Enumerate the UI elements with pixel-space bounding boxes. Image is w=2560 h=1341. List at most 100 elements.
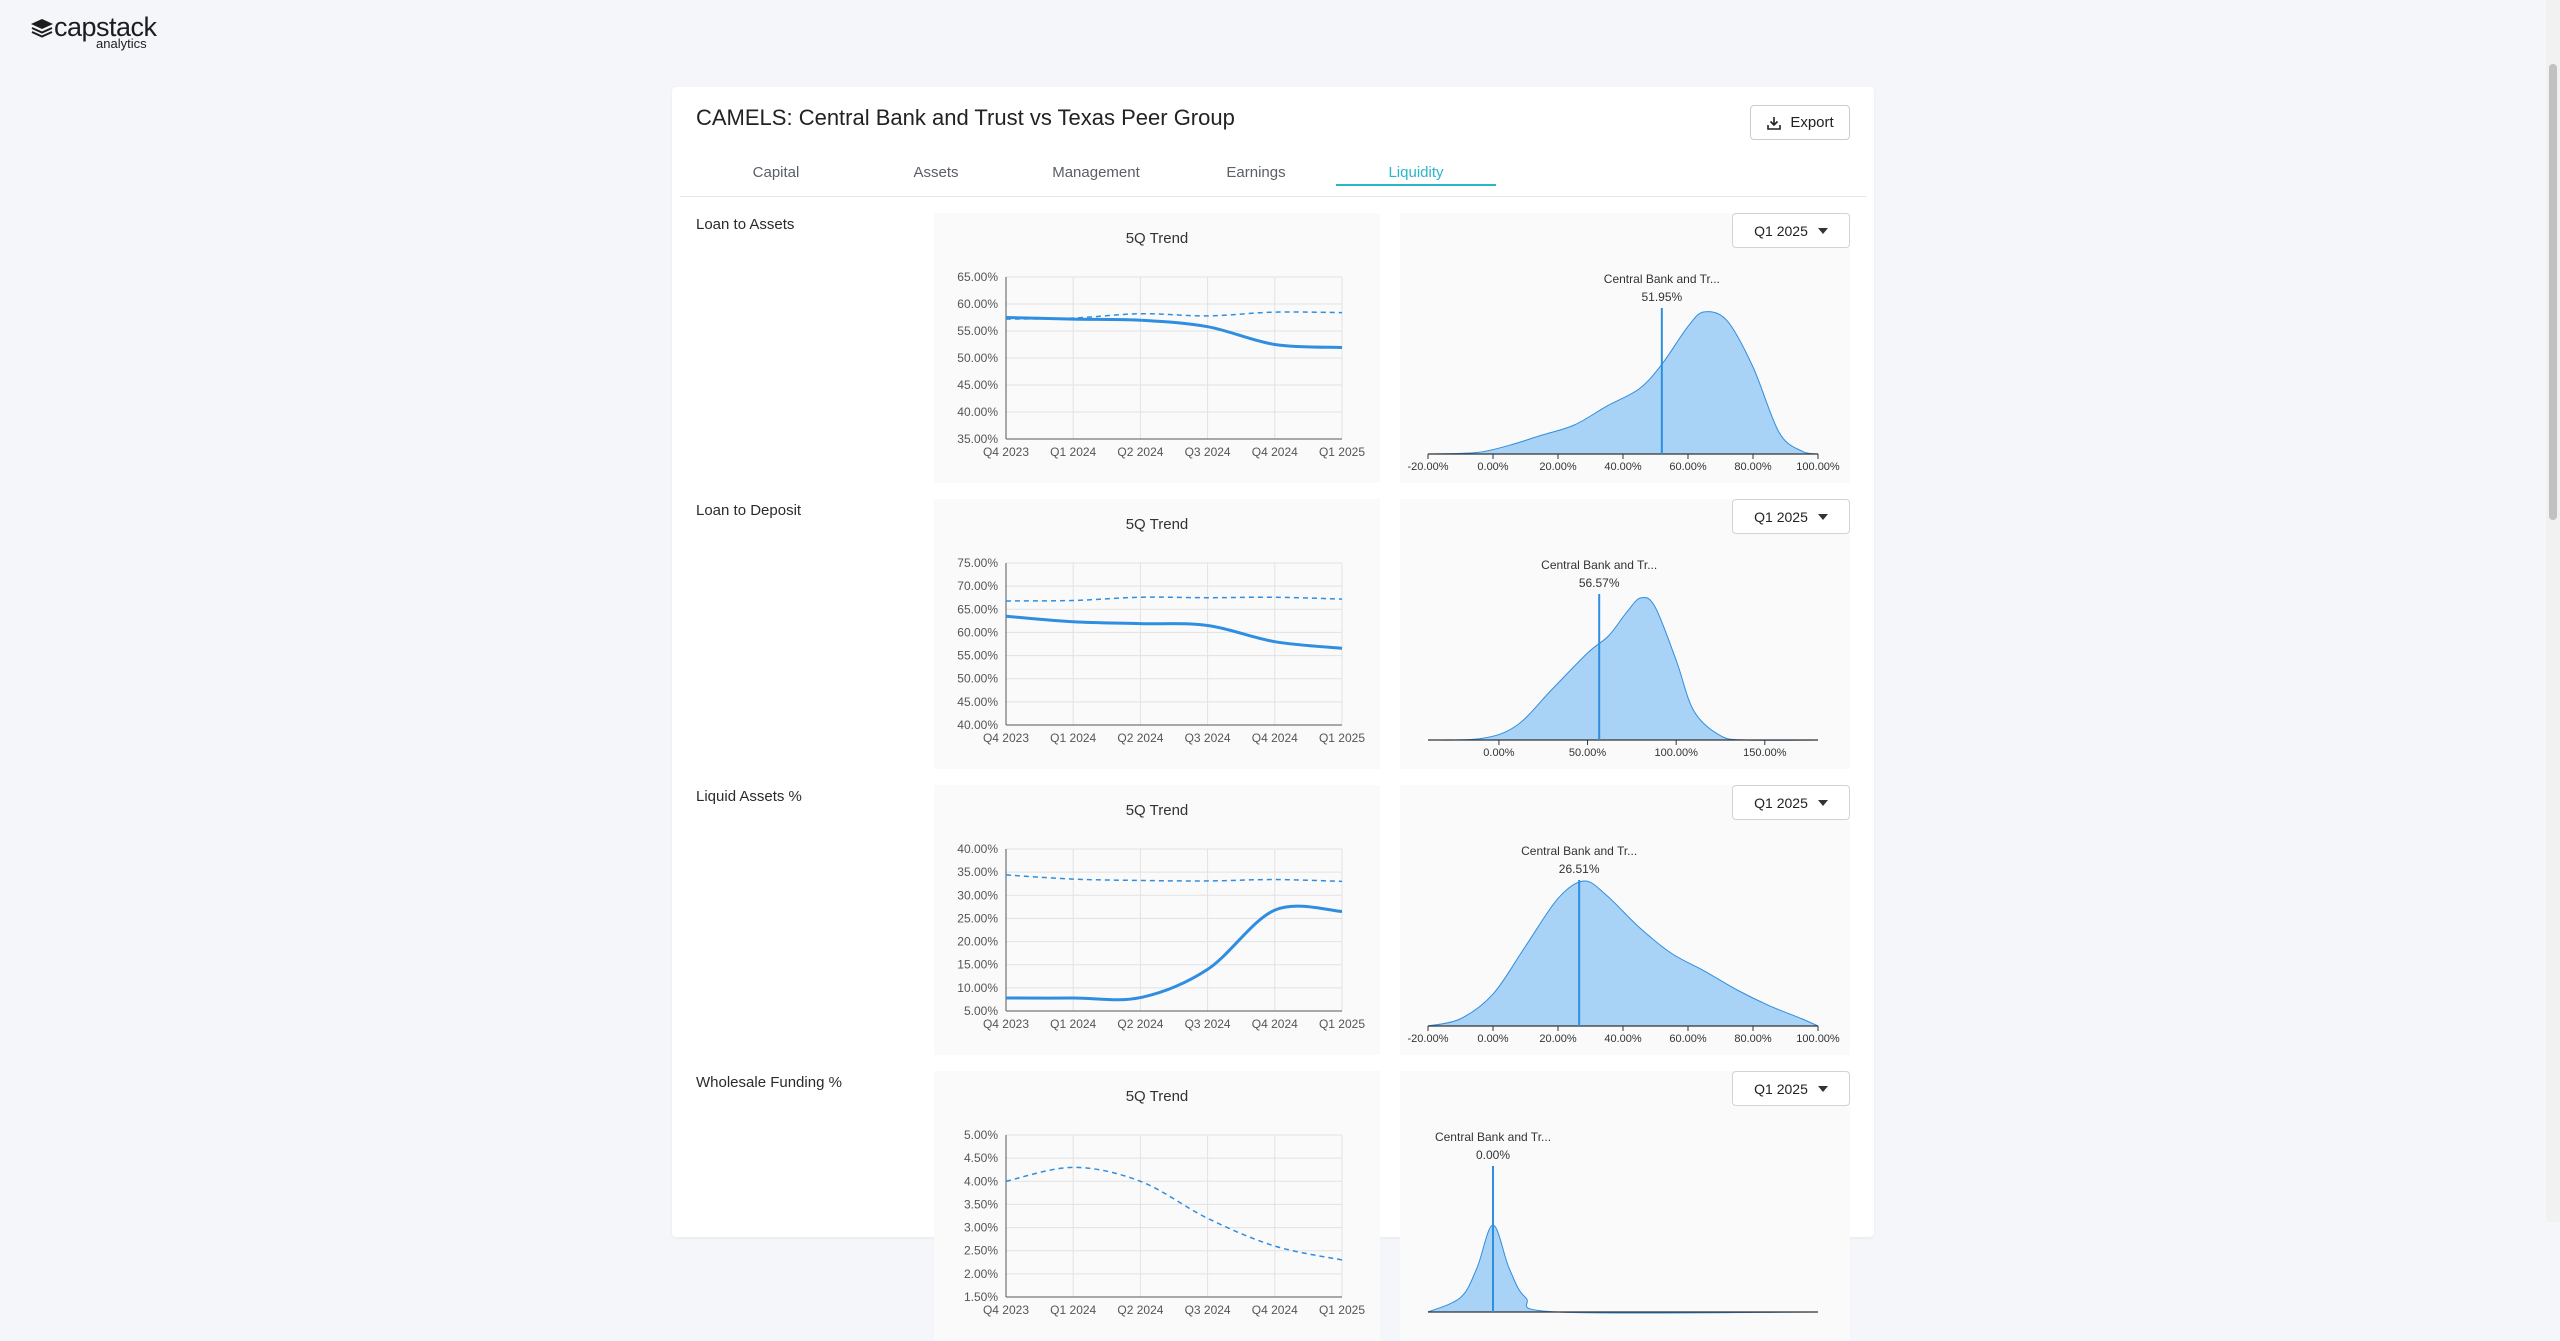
distribution-chart-panel: -20.00% 0.00% 20.00% 40.00% 60.00% 80.00% 100.… [1400, 785, 1850, 1055]
x-tick-label: Q3 2024 [1185, 445, 1231, 459]
x-tick-label: 80.00% [1734, 461, 1772, 473]
x-tick-label: Q2 2024 [1117, 1017, 1163, 1031]
capstack-logo[interactable]: capstack analytics [30, 12, 160, 51]
bank-trend-line [1005, 316, 1343, 349]
x-tick-label: Q4 2024 [1252, 1017, 1298, 1031]
camels-card: CAMELS: Central Bank and Trust vs Texas … [672, 87, 1874, 1341]
x-tick-label: Q3 2024 [1185, 1303, 1231, 1317]
x-tick-label: 40.00% [1604, 1033, 1642, 1045]
y-tick-label: 30.00% [957, 888, 998, 902]
distribution-area [1427, 596, 1819, 741]
trend-chart-panel: 5Q Trend 40.00% 35.00% 30.00% 25.00% 20.00% 1… [934, 785, 1380, 1055]
trend-chart: 65.00% 60.00% 55.00% 50.00% 45.00% 40.00% 35.0… [957, 270, 1365, 459]
x-tick-label: Q4 2024 [1252, 445, 1298, 459]
tab-management[interactable]: Management [1052, 164, 1140, 181]
x-tick-label: Q4 2023 [983, 731, 1029, 745]
x-tick-label: Q1 2025 [1319, 1017, 1365, 1031]
x-tick-label: 0.00% [1483, 747, 1514, 759]
y-tick-label: 2.00% [964, 1267, 998, 1281]
metric-label: Loan to Assets [696, 216, 795, 233]
x-tick-label: Q2 2024 [1117, 445, 1163, 459]
distribution-chart-panel: Central Bank and Tr... 0.00% Q1 2025 [1400, 1071, 1850, 1341]
trend-chart-panel: 5Q Trend 65.00% 60.00% 55.00% 50.00% 45.00% 4… [934, 213, 1380, 483]
distribution-area [1427, 311, 1819, 455]
page-scrollbar[interactable] [2546, 0, 2560, 1222]
x-tick-label: 20.00% [1539, 1033, 1577, 1045]
caret-down-icon [1817, 227, 1828, 234]
x-tick-label: Q1 2024 [1050, 1303, 1096, 1317]
x-tick-label: 60.00% [1669, 461, 1707, 473]
scrollbar-thumb[interactable] [2549, 64, 2557, 520]
distribution-chart-panel: -20.00% 0.00% 20.00% 40.00% 60.00% 80.00% 100.… [1400, 213, 1850, 483]
bank-trend-line [1005, 904, 1343, 1002]
x-tick-label: 80.00% [1734, 1033, 1772, 1045]
x-tick-label: 60.00% [1669, 1033, 1707, 1045]
x-tick-label: Q2 2024 [1117, 1303, 1163, 1317]
x-tick-label: 0.00% [1477, 1033, 1508, 1045]
peer-trend-line [1005, 596, 1343, 602]
y-tick-label: 55.00% [957, 649, 998, 663]
period-select[interactable]: Q1 2025 [1732, 499, 1850, 534]
y-tick-label: 15.00% [957, 958, 998, 972]
x-tick-label: -20.00% [1408, 461, 1449, 473]
metric-section-liquid-assets: Liquid Assets % 5Q Trend 40.00% 35.00% 30.… [672, 785, 1874, 1055]
export-button[interactable]: Export [1750, 105, 1850, 140]
metric-label: Liquid Assets % [696, 788, 802, 805]
x-tick-label: Q2 2024 [1117, 731, 1163, 745]
period-value: Q1 2025 [1754, 1080, 1808, 1097]
metric-section-loan-to-assets: Loan to Assets 5Q Trend 65.00% 60.00% 55.0… [672, 213, 1874, 483]
x-tick-label: Q4 2023 [983, 1303, 1029, 1317]
caret-down-icon [1817, 513, 1828, 520]
x-tick-label: 50.00% [1569, 747, 1607, 759]
peer-trend-line [1005, 1166, 1343, 1261]
y-tick-label: 40.00% [957, 405, 998, 419]
y-tick-label: 60.00% [957, 297, 998, 311]
period-value: Q1 2025 [1754, 794, 1808, 811]
metric-section-loan-to-deposit: Loan to Deposit 5Q Trend 75.00% 70.00% 65.… [672, 499, 1874, 769]
y-tick-label: 65.00% [957, 602, 998, 616]
x-tick-label: Q1 2024 [1050, 1017, 1096, 1031]
y-tick-label: 2.50% [964, 1244, 998, 1258]
caret-down-icon [1817, 1085, 1828, 1092]
y-tick-label: 5.00% [964, 1004, 998, 1018]
bank-marker-name: Central Bank and Tr... [1435, 1130, 1551, 1144]
period-value: Q1 2025 [1754, 222, 1808, 239]
x-tick-label: Q4 2023 [983, 445, 1029, 459]
period-select[interactable]: Q1 2025 [1732, 1071, 1850, 1106]
metric-label: Wholesale Funding % [696, 1074, 842, 1091]
x-tick-label: Q1 2025 [1319, 445, 1365, 459]
y-tick-label: 20.00% [957, 935, 998, 949]
distribution-area [1427, 1224, 1819, 1314]
y-tick-label: 50.00% [957, 351, 998, 365]
tab-assets[interactable]: Assets [913, 164, 959, 181]
peer-trend-line [1005, 874, 1343, 883]
bank-marker-value: 0.00% [1476, 1148, 1510, 1162]
x-tick-label: Q4 2024 [1252, 1303, 1298, 1317]
period-select[interactable]: Q1 2025 [1732, 785, 1850, 820]
period-value: Q1 2025 [1754, 508, 1808, 525]
brand-name: capstack [54, 12, 157, 42]
logo-stack-icon [31, 19, 53, 38]
trend-title: 5Q Trend [1125, 230, 1189, 247]
bank-marker-name: Central Bank and Tr... [1604, 272, 1720, 286]
y-tick-label: 3.50% [964, 1197, 998, 1211]
x-tick-label: Q4 2024 [1252, 731, 1298, 745]
tab-liquidity[interactable]: Liquidity [1336, 154, 1496, 186]
x-tick-label: 40.00% [1604, 461, 1642, 473]
tab-earnings[interactable]: Earnings [1226, 164, 1286, 181]
caret-down-icon [1817, 799, 1828, 806]
y-tick-label: 1.50% [964, 1290, 998, 1304]
bank-marker-name: Central Bank and Tr... [1521, 844, 1637, 858]
x-tick-label: Q1 2025 [1319, 731, 1365, 745]
trend-chart: 40.00% 35.00% 30.00% 25.00% 20.00% 15.00% 10.0… [957, 842, 1365, 1031]
download-icon [1767, 116, 1782, 130]
period-select[interactable]: Q1 2025 [1732, 213, 1850, 248]
y-tick-label: 3.00% [964, 1221, 998, 1235]
bank-marker-value: 56.57% [1579, 576, 1620, 590]
y-tick-label: 10.00% [957, 981, 998, 995]
tab-capital[interactable]: Capital [752, 164, 800, 181]
y-tick-label: 45.00% [957, 695, 998, 709]
x-tick-label: 100.00% [1796, 461, 1840, 473]
y-tick-label: 45.00% [957, 378, 998, 392]
distribution-area [1427, 880, 1819, 1027]
